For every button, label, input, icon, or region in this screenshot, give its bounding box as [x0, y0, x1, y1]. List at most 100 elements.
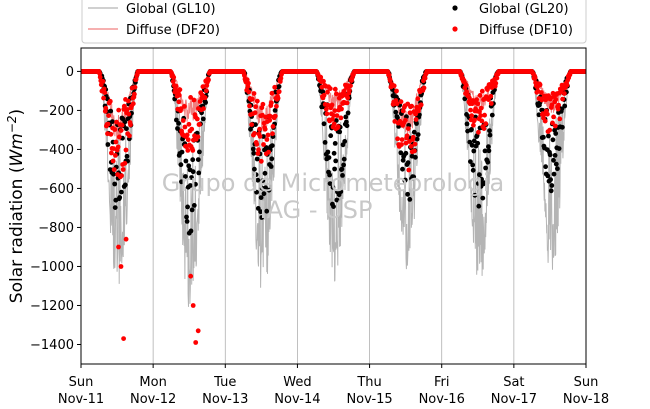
point-global-gl20 [327, 172, 332, 178]
point-diffuse-df10 [190, 148, 196, 153]
point-diffuse-df10 [190, 303, 196, 308]
point-global-gl20 [417, 112, 422, 118]
point-diffuse-df10 [467, 95, 472, 101]
point-diffuse-df10 [403, 117, 408, 123]
x-tick-label-date: Nov-16 [419, 392, 465, 407]
x-tick-label-date: Nov-11 [58, 392, 104, 407]
point-diffuse-df10 [276, 89, 282, 94]
point-diffuse-df10 [394, 88, 399, 94]
point-diffuse-df10 [395, 136, 400, 142]
x-tick-label-day: Mon [139, 375, 166, 390]
point-global-gl20 [553, 131, 559, 136]
point-diffuse-df10 [176, 92, 182, 98]
point-diffuse-df10 [547, 127, 553, 133]
x-tick-label-date: Nov-13 [202, 392, 248, 407]
point-global-gl20 [119, 189, 124, 195]
legend-label-global-gl20: Global (GL20) [479, 2, 569, 17]
x-tick-label-date: Nov-18 [563, 392, 609, 407]
x-tick-label-day: Sat [503, 375, 524, 390]
point-diffuse-df10 [270, 124, 276, 129]
point-diffuse-df10 [113, 139, 119, 145]
point-diffuse-df10 [478, 105, 484, 111]
point-diffuse-df10 [545, 111, 550, 117]
point-global-gl20 [548, 177, 553, 183]
point-diffuse-df10 [406, 167, 412, 173]
point-diffuse-df10 [110, 158, 116, 164]
plot-data [81, 69, 586, 345]
point-diffuse-df10 [472, 117, 477, 123]
legend-swatch-diffuse-df10 [452, 26, 458, 32]
point-diffuse-df10 [556, 102, 561, 108]
axes-frame [80, 47, 587, 365]
x-tick-label-date: Nov-14 [274, 392, 320, 407]
point-global-gl20 [550, 137, 556, 143]
point-diffuse-df10 [170, 79, 176, 84]
point-global-gl20 [469, 126, 474, 132]
point-diffuse-df10 [103, 105, 109, 111]
point-global-gl20 [344, 119, 349, 125]
point-global-gl20 [470, 167, 476, 173]
point-global-gl20 [485, 159, 491, 165]
point-global-gl20 [124, 126, 129, 132]
point-diffuse-df10 [251, 91, 257, 96]
point-diffuse-df10 [116, 107, 122, 113]
y-tick-label: 0 [66, 65, 74, 80]
point-global-gl20 [332, 141, 338, 146]
point-diffuse-df10 [185, 148, 191, 153]
point-global-gl20 [556, 146, 562, 152]
point-global-gl20 [551, 171, 557, 177]
point-global-gl20 [325, 149, 331, 155]
x-tick-label-day: Sun [574, 375, 599, 390]
point-diffuse-df10 [561, 91, 567, 96]
point-global-gl20 [330, 184, 336, 190]
point-global-gl20 [110, 119, 115, 124]
point-diffuse-df10 [254, 98, 260, 104]
point-global-gl20 [340, 173, 345, 178]
point-diffuse-df10 [203, 88, 209, 94]
point-diffuse-df10 [413, 111, 418, 117]
point-global-gl20 [414, 136, 420, 142]
point-global-gl20 [470, 162, 476, 168]
point-diffuse-df10 [404, 133, 410, 139]
point-global-gl20 [476, 203, 482, 209]
x-tick-label-date: Nov-12 [130, 392, 176, 407]
point-diffuse-df10 [418, 102, 424, 108]
y-tick-label: −800 [38, 221, 74, 236]
point-global-gl20 [189, 175, 194, 180]
point-diffuse-df10 [108, 131, 114, 137]
point-diffuse-df10 [262, 126, 268, 132]
point-global-gl20 [176, 121, 182, 126]
point-diffuse-df10 [171, 74, 177, 80]
point-global-gl20 [254, 156, 260, 162]
watermark-line-2: IAG - USP [260, 196, 373, 224]
point-global-gl20 [184, 214, 189, 220]
point-diffuse-df10 [120, 167, 126, 172]
point-diffuse-df10 [121, 336, 126, 341]
point-diffuse-df10 [132, 91, 137, 97]
point-global-gl20 [268, 164, 274, 169]
point-global-gl20 [477, 172, 482, 178]
point-diffuse-df10 [532, 75, 538, 81]
point-diffuse-df10 [334, 113, 340, 118]
point-diffuse-df10 [331, 121, 337, 127]
point-global-gl20 [489, 112, 495, 118]
point-diffuse-df10 [114, 119, 119, 125]
point-global-gl20 [272, 108, 278, 113]
point-global-gl20 [482, 148, 488, 154]
point-global-gl20 [546, 133, 551, 139]
point-diffuse-df10 [483, 121, 489, 127]
point-diffuse-df10 [387, 78, 393, 84]
point-global-gl20 [108, 108, 114, 114]
point-global-gl20 [326, 155, 332, 161]
point-diffuse-df10 [557, 116, 563, 122]
point-diffuse-df10 [246, 80, 251, 86]
point-diffuse-df10 [123, 236, 129, 242]
x-tick-label-day: Thu [356, 375, 381, 390]
point-global-gl20 [398, 150, 404, 156]
point-diffuse-df10 [118, 128, 124, 133]
point-global-gl20 [405, 160, 411, 166]
point-diffuse-df10 [470, 98, 476, 103]
point-diffuse-df10 [459, 72, 464, 77]
point-global-gl20 [553, 161, 559, 167]
